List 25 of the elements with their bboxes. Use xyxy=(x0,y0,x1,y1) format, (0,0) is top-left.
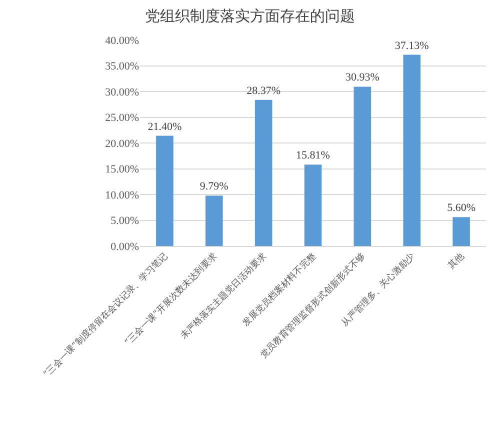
bar xyxy=(403,54,421,246)
bar xyxy=(254,100,272,246)
y-tick-label: 15.00% xyxy=(105,164,139,176)
bar xyxy=(452,217,470,246)
data-label: 15.81% xyxy=(296,150,330,162)
y-tick-label: 40.00% xyxy=(105,34,139,47)
chart-title: 党组织制度落实方面存在的问题 xyxy=(145,7,355,26)
y-tick-label: 20.00% xyxy=(105,138,139,150)
data-label: 28.37% xyxy=(246,84,281,97)
bar xyxy=(205,196,223,246)
y-tick-label: 0.00% xyxy=(110,240,139,253)
y-tick-label: 10.00% xyxy=(105,189,139,202)
y-tick-label: 30.00% xyxy=(105,86,139,98)
y-tick-label: 35.00% xyxy=(105,60,139,73)
y-tick-label: 5.00% xyxy=(110,215,139,228)
bar xyxy=(304,164,322,246)
x-tick-label: 其他 xyxy=(446,250,467,272)
data-label: 21.40% xyxy=(148,120,182,133)
data-label: 9.79% xyxy=(200,180,228,193)
y-tick-label: 25.00% xyxy=(105,112,139,124)
data-label: 30.93% xyxy=(345,72,380,84)
bar xyxy=(156,136,174,246)
data-label: 37.13% xyxy=(394,40,429,52)
bar xyxy=(354,86,372,246)
data-label: 5.60% xyxy=(447,202,476,214)
